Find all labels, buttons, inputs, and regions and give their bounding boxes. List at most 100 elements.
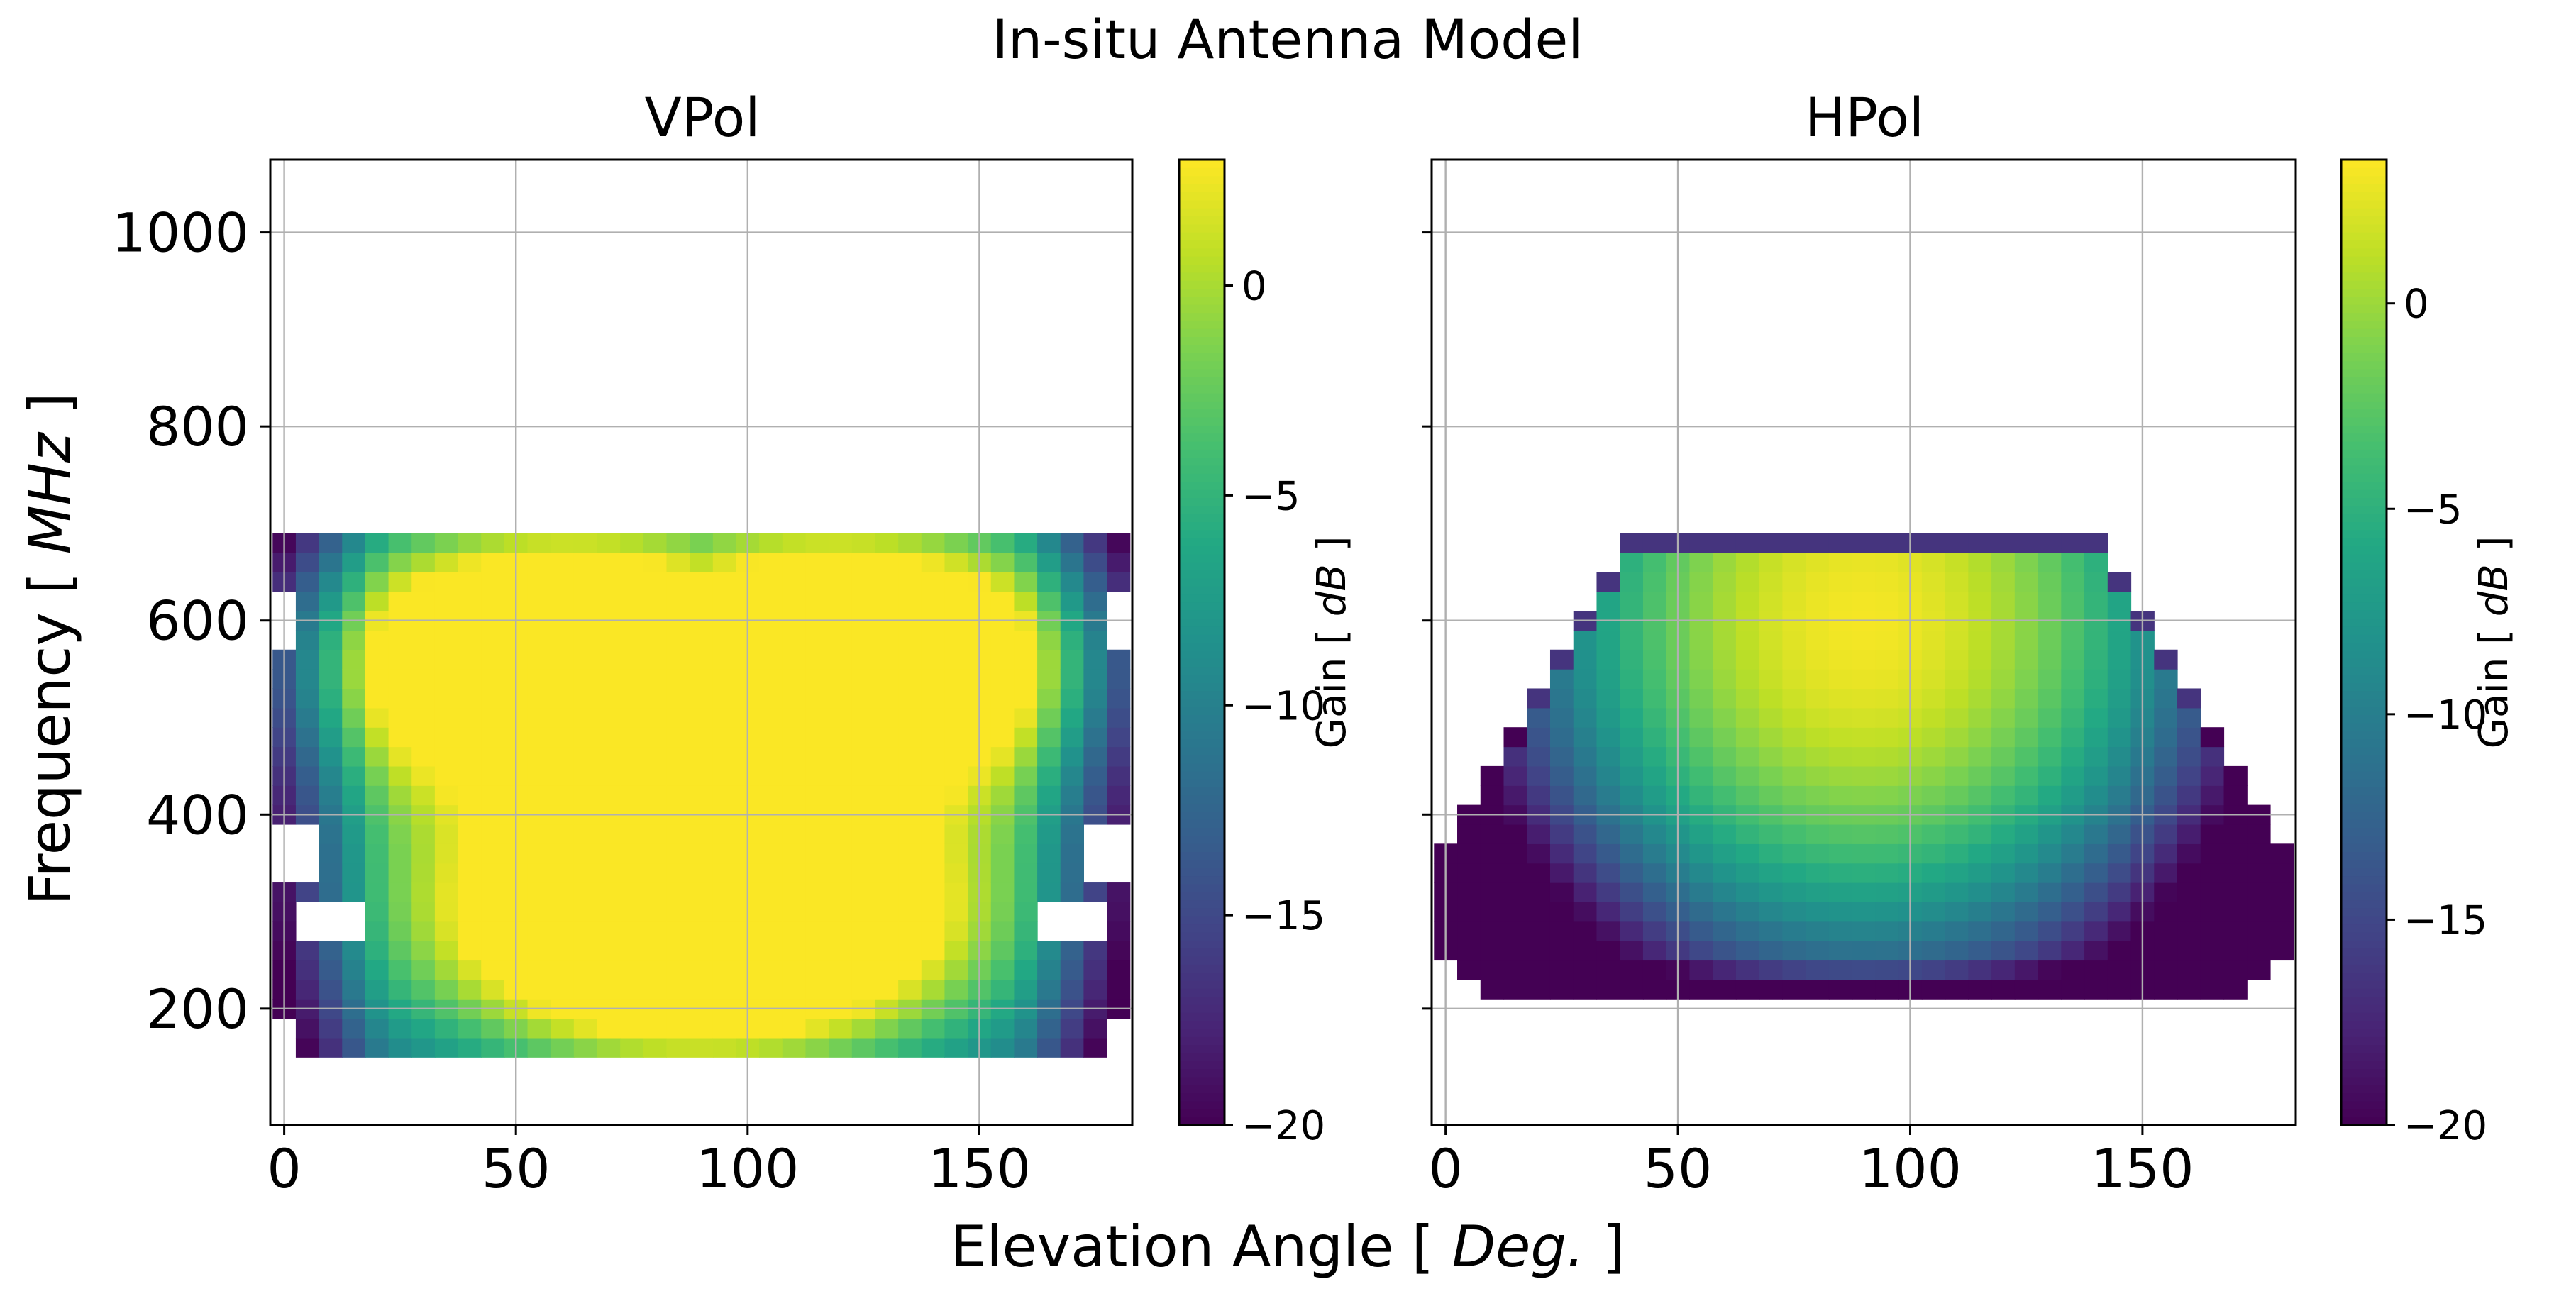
heatmap-cell <box>990 921 1015 941</box>
heatmap-cell <box>712 785 737 806</box>
heatmap-cell <box>458 649 482 670</box>
heatmap-cell <box>921 688 946 709</box>
heatmap-cell <box>1060 1037 1085 1058</box>
heatmap-cell <box>388 1037 412 1058</box>
heatmap-cell <box>1735 824 1760 844</box>
heatmap-cell <box>690 1018 714 1039</box>
colorbar-segment <box>2341 868 2387 877</box>
colorbar-segment <box>2341 859 2387 868</box>
heatmap-cell <box>1852 591 1876 611</box>
heatmap-cell <box>712 688 737 709</box>
colorbar-segment <box>1179 707 1225 716</box>
heatmap-cell <box>2014 824 2039 844</box>
heatmap-cell <box>690 960 714 980</box>
heatmap-cell <box>1620 572 1644 592</box>
colorbar-segment <box>2341 690 2387 699</box>
heatmap-cell <box>1945 765 1969 786</box>
heatmap-cell <box>527 649 551 670</box>
heatmap-cell <box>690 921 714 941</box>
colorbar-segment <box>2341 1061 2387 1070</box>
heatmap-cell <box>342 669 366 690</box>
heatmap-cell <box>1642 785 1667 806</box>
heatmap-cell <box>805 863 829 883</box>
heatmap-cell <box>1573 960 1598 980</box>
colorbar-tick-label: −5 <box>1242 473 1300 519</box>
heatmap-cell <box>2200 785 2225 806</box>
heatmap-cell <box>1480 863 1505 883</box>
heatmap-cell <box>411 1018 436 1039</box>
heatmap-cell <box>1713 669 1737 690</box>
heatmap-cell <box>944 921 968 941</box>
heatmap-cell <box>1921 533 1946 553</box>
heatmap-cell <box>1549 979 1574 1000</box>
heatmap-cell <box>1549 843 1574 864</box>
colorbar-tick-label: 0 <box>1242 264 1267 310</box>
heatmap-cell <box>2107 572 2132 592</box>
heatmap-cell <box>411 979 436 1000</box>
heatmap-cell <box>1759 843 1783 864</box>
colorbar-segment <box>2341 167 2387 177</box>
colorbar-segment <box>1179 940 1225 949</box>
heatmap-cell <box>805 921 829 941</box>
heatmap-cell <box>573 727 598 748</box>
heatmap-cell <box>2200 921 2225 941</box>
heatmap-cell <box>319 863 343 883</box>
heatmap-cell <box>1037 863 1061 883</box>
heatmap-cell <box>481 979 505 1000</box>
heatmap-cell <box>319 688 343 709</box>
heatmap-cell <box>898 785 922 806</box>
heatmap-cell <box>481 591 505 611</box>
heatmap-cell <box>759 649 783 670</box>
heatmap-cell <box>481 921 505 941</box>
colorbar-segment <box>1179 184 1225 192</box>
heatmap-cell <box>712 863 737 883</box>
colorbar-segment <box>2341 320 2387 329</box>
heatmap-cell <box>411 960 436 980</box>
heatmap-cell <box>1503 863 1527 883</box>
heatmap-cell <box>898 1037 922 1058</box>
heatmap-cell <box>295 727 320 748</box>
heatmap-cell <box>1549 941 1574 961</box>
heatmap-cell <box>1945 707 1969 728</box>
heatmap-cell <box>2014 921 2039 941</box>
heatmap-cell <box>388 941 412 961</box>
colorbar-segment <box>2341 666 2387 675</box>
heatmap-cell <box>944 960 968 980</box>
heatmap-cell <box>712 960 737 980</box>
colorbar-segment <box>1179 972 1225 981</box>
heatmap-cell <box>411 921 436 941</box>
colorbar-segment <box>2341 827 2387 836</box>
heatmap-cell <box>1782 552 1806 572</box>
heatmap-cell <box>690 707 714 728</box>
heatmap-cell <box>2154 688 2178 709</box>
colorbar-segment <box>2341 473 2387 482</box>
heatmap-cell <box>1759 979 1783 1000</box>
heatmap-cell <box>2084 591 2108 611</box>
heatmap-cell <box>1806 591 1830 611</box>
colorbar-segment <box>1179 457 1225 466</box>
colorbar-tick-label: −15 <box>2404 897 2487 943</box>
heatmap-cell <box>295 746 320 767</box>
heatmap-cell <box>875 902 899 922</box>
heatmap-cell <box>573 863 598 883</box>
heatmap-cell <box>898 941 922 961</box>
colorbar-segment <box>1179 626 1225 635</box>
heatmap-cell <box>1713 979 1737 1000</box>
heatmap-cell <box>573 1018 598 1039</box>
heatmap-cell <box>1503 746 1527 767</box>
heatmap-cell <box>1828 882 1853 902</box>
colorbar-segment <box>1179 192 1225 201</box>
colorbar-segment <box>1179 642 1225 651</box>
colorbar-segment <box>1179 964 1225 973</box>
colorbar-segment <box>1179 288 1225 297</box>
heatmap-cell <box>1457 863 1481 883</box>
heatmap-cell <box>712 669 737 690</box>
heatmap-cell <box>319 824 343 844</box>
heatmap-cell <box>1642 630 1667 650</box>
heatmap-cell <box>1573 843 1598 864</box>
heatmap-cell <box>1921 921 1946 941</box>
colorbar-segment <box>1179 1068 1225 1078</box>
colorbar-segment <box>1179 167 1225 177</box>
heatmap-cell <box>597 630 621 650</box>
heatmap-cell <box>643 882 668 902</box>
